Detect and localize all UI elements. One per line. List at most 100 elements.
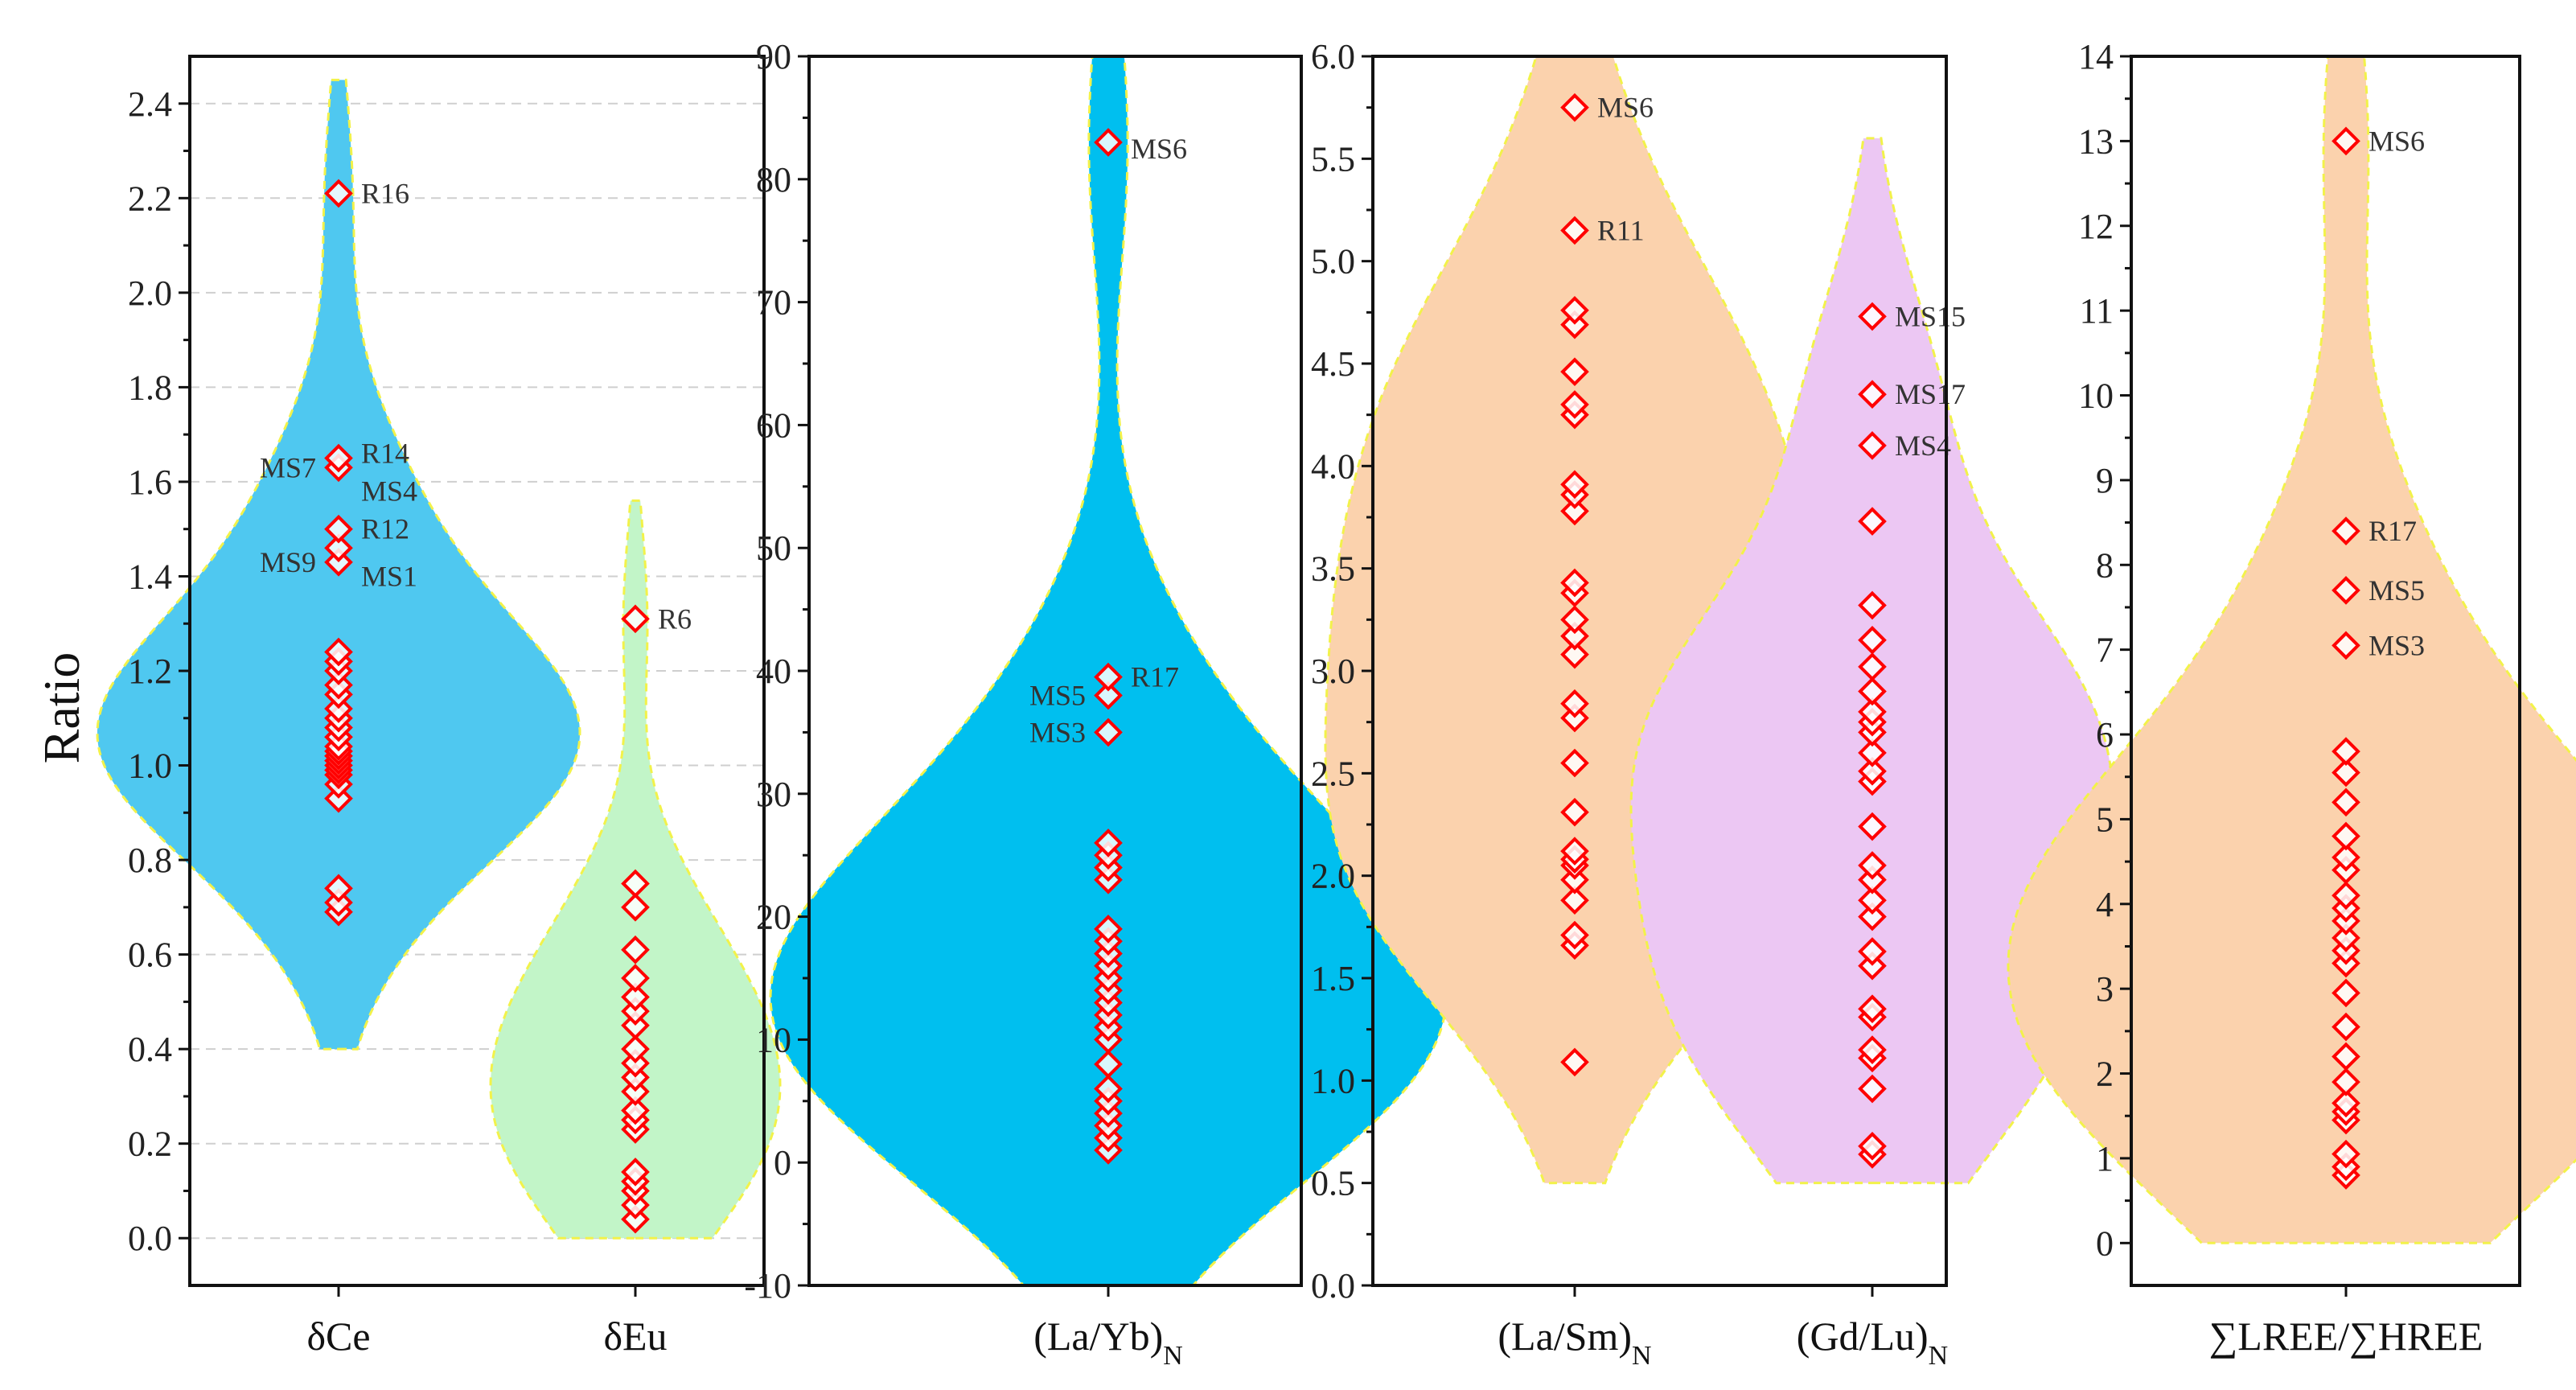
y-tick-label: 11 <box>2080 291 2114 331</box>
y-tick-label: 2.0 <box>128 273 172 313</box>
y-tick-label: 1 <box>2096 1139 2114 1178</box>
y-tick-label: 1.8 <box>128 368 172 407</box>
panel-la-sm-gd-lu: MS6R11(La/Sm)NMS15MS17MS4(Gd/Lu)N0.00.51… <box>1311 37 2115 1371</box>
sample-label: R11 <box>1597 214 1645 246</box>
y-tick-label: 1.4 <box>128 557 172 596</box>
data-point <box>1858 625 1887 655</box>
y-tick-label: 0.0 <box>128 1219 172 1258</box>
y-tick-label: 3.0 <box>1311 652 1355 691</box>
data-point <box>1858 590 1887 620</box>
data-point <box>1858 738 1887 767</box>
data-point <box>1858 937 1887 966</box>
category-subscript: N <box>1163 1341 1183 1371</box>
data-point <box>1560 639 1589 669</box>
data-point <box>1560 920 1589 950</box>
data-point <box>1560 837 1589 866</box>
panel-delta-ce-delta-eu: R16 R14 MS7 MS4 R12 MS9 MS1 δCe R6 δEu 0.0 0.2 0.4 0.… <box>96 55 782 1359</box>
y-tick-label: 0.8 <box>128 841 172 880</box>
y-tick-label: 4 <box>2096 885 2114 924</box>
category-name: (La/Yb) <box>1033 1314 1163 1359</box>
data-point <box>324 443 353 473</box>
data-point <box>1560 470 1589 500</box>
data-point <box>1560 748 1589 778</box>
data-point <box>621 964 650 993</box>
data-point <box>1560 568 1589 598</box>
sample-label: MS6 <box>1597 92 1654 124</box>
data-point <box>2332 516 2360 545</box>
y-tick-label: 0.4 <box>128 1030 172 1069</box>
category-label: (Gd/Lu)N <box>1797 1314 1948 1371</box>
sample-label: MS7 <box>260 451 316 483</box>
data-point <box>1560 216 1589 245</box>
category-label: (La/Sm)N <box>1498 1314 1651 1371</box>
category-label: ∑LREE/∑HREE <box>2209 1314 2484 1359</box>
data-point <box>621 1096 650 1125</box>
y-tick-label: 90 <box>756 37 791 76</box>
category-label: δCe <box>306 1314 370 1359</box>
category-name: ∑LREE/∑HREE <box>2209 1314 2484 1359</box>
sample-label: R6 <box>658 602 692 635</box>
y-tick-label: 2.0 <box>1311 857 1355 896</box>
y-tick-label: 0.5 <box>1311 1164 1355 1203</box>
data-point <box>1094 1074 1123 1104</box>
y-tick-label: 20 <box>756 898 791 937</box>
data-point <box>1858 652 1887 681</box>
y-tick-label: 70 <box>756 283 791 323</box>
y-tick-label: 0.6 <box>128 936 172 975</box>
data-point <box>1560 496 1589 526</box>
data-point <box>621 869 650 899</box>
y-tick-label: 5.5 <box>1311 139 1355 179</box>
data-point <box>1094 829 1123 857</box>
data-point <box>1560 689 1589 718</box>
y-tick-label: 1.0 <box>1311 1061 1355 1100</box>
data-point <box>1858 812 1887 841</box>
sample-label: MS4 <box>1895 430 1951 462</box>
y-tick-label: -10 <box>744 1266 791 1306</box>
sample-label: MS1 <box>361 560 417 592</box>
data-point <box>621 604 650 634</box>
category-name: (La/Sm) <box>1498 1314 1632 1359</box>
data-point <box>2332 737 2360 766</box>
sample-label: MS3 <box>2369 629 2425 661</box>
category-name: (Gd/Lu) <box>1797 1314 1929 1359</box>
sample-label: MS5 <box>1029 680 1086 712</box>
panel-lree-hree: MS6R17MS5MS3∑LREE/∑HREE01234567891011121… <box>2007 37 2576 1359</box>
sample-label: MS17 <box>1895 378 1966 410</box>
y-tick-label: 50 <box>756 528 791 568</box>
category-name: δCe <box>306 1314 370 1359</box>
sample-label: MS6 <box>1131 133 1187 165</box>
y-tick-label: 4.5 <box>1311 344 1355 384</box>
sample-label: MS6 <box>2369 125 2425 157</box>
data-point <box>1560 390 1589 419</box>
sample-label: R12 <box>361 513 409 545</box>
y-tick-label: 2 <box>2096 1055 2114 1094</box>
data-point <box>2332 1042 2360 1071</box>
data-point <box>1560 93 1589 122</box>
data-point <box>1858 886 1887 915</box>
y-tick-label: 6 <box>2096 715 2114 755</box>
data-point <box>1858 380 1887 409</box>
y-tick-label: 1.5 <box>1311 959 1355 998</box>
data-point <box>324 533 353 563</box>
y-axis-title: Ratio <box>33 652 90 764</box>
data-point <box>324 874 353 903</box>
data-point <box>1094 128 1123 157</box>
y-tick-label: 8 <box>2096 545 2114 585</box>
data-point <box>621 982 650 1012</box>
data-point <box>1858 431 1887 460</box>
y-tick-label: 2.4 <box>128 84 172 124</box>
category-subscript: N <box>1929 1341 1949 1371</box>
y-tick-label: 0 <box>774 1143 791 1182</box>
data-point <box>1560 797 1589 827</box>
sample-label: MS5 <box>2369 574 2425 607</box>
data-point <box>1858 1074 1887 1104</box>
panel-la-yb: MS6 R17 MS5 MS3 (La/Yb)N -10 0 10 20 30 40 50 60 70 80… <box>744 37 1448 1371</box>
y-tick-label: 40 <box>756 652 791 691</box>
data-point <box>1094 662 1123 692</box>
y-tick-label: 9 <box>2096 461 2114 500</box>
category-label: (La/Yb)N <box>1033 1314 1183 1371</box>
data-point <box>1858 1035 1887 1064</box>
data-point <box>1560 621 1589 651</box>
data-point <box>1858 902 1887 931</box>
data-point <box>621 935 650 964</box>
